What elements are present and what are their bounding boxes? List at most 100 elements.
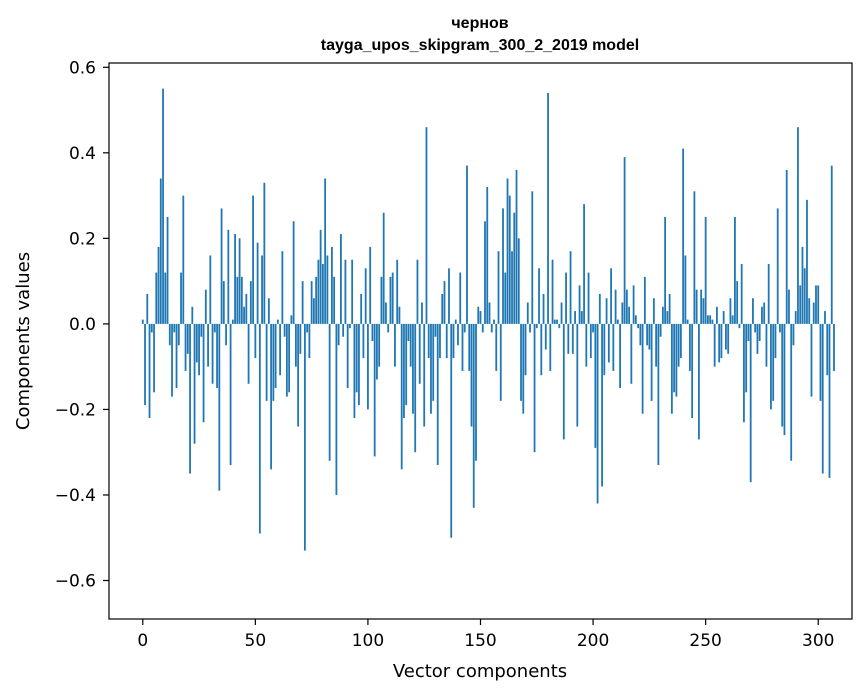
bar-260 — [727, 323, 730, 354]
bar-211 — [616, 319, 619, 324]
bar-258 — [722, 311, 725, 324]
bar-127 — [427, 323, 430, 359]
bar-24 — [195, 323, 198, 363]
bar-224 — [646, 323, 649, 346]
y-tick-label: 0.0 — [69, 315, 96, 335]
bar-222 — [641, 323, 644, 414]
bar-210 — [614, 289, 617, 324]
bar-72 — [303, 323, 306, 551]
bar-166 — [515, 169, 518, 324]
bar-75 — [310, 281, 313, 324]
bar-64 — [285, 323, 288, 397]
bar-160 — [502, 208, 504, 324]
bar-40 — [231, 319, 234, 324]
bar-184 — [556, 319, 558, 324]
bar-3 — [148, 323, 151, 418]
bar-172 — [529, 323, 531, 333]
bar-136 — [448, 268, 450, 324]
bar-267 — [743, 323, 745, 423]
bar-68 — [294, 323, 297, 367]
bar-241 — [684, 255, 687, 324]
bar-248 — [700, 289, 703, 324]
bar-45 — [243, 306, 245, 324]
y-tick-label: −0.2 — [55, 400, 96, 420]
bar-10 — [164, 272, 167, 324]
x-axis-ticks: 0 50 100 150 200 250 300 — [137, 619, 834, 651]
bar-239 — [679, 323, 682, 359]
bar-198 — [587, 272, 590, 324]
bar-285 — [783, 323, 786, 436]
bar-175 — [535, 323, 538, 329]
bar-22 — [191, 306, 194, 324]
bar-132 — [439, 323, 441, 359]
bar-81 — [324, 178, 327, 324]
bar-101 — [369, 246, 372, 324]
bar-42 — [236, 276, 239, 324]
bar-99 — [364, 268, 367, 324]
bar-294 — [803, 268, 806, 324]
bar-52 — [258, 323, 261, 534]
bar-146 — [470, 323, 473, 427]
bar-301 — [819, 323, 822, 401]
bar-139 — [454, 319, 457, 324]
bar-253 — [711, 319, 714, 324]
bar-179 — [544, 323, 547, 350]
bar-177 — [540, 323, 543, 376]
y-tick-label: 0.4 — [69, 144, 96, 164]
bar-143 — [463, 323, 466, 333]
bar-87 — [337, 323, 340, 346]
bar-151 — [481, 323, 484, 333]
bar-86 — [335, 323, 338, 495]
bar-220 — [637, 323, 640, 329]
bar-142 — [461, 323, 464, 371]
bar-183 — [553, 319, 556, 324]
bar-141 — [459, 272, 462, 324]
bar-113 — [396, 259, 399, 324]
bar-255 — [716, 306, 718, 324]
bar-181 — [549, 323, 552, 371]
bar-59 — [274, 323, 277, 389]
bar-12 — [168, 323, 171, 346]
bar-297 — [810, 323, 813, 397]
bar-261 — [729, 298, 732, 324]
bar-100 — [367, 323, 369, 410]
bar-147 — [472, 323, 475, 508]
bar-163 — [508, 195, 511, 324]
bar-71 — [301, 281, 304, 324]
bar-131 — [436, 323, 439, 466]
bar-303 — [824, 311, 826, 324]
bar-205 — [603, 323, 606, 376]
bar-11 — [166, 216, 169, 324]
bar-27 — [202, 323, 205, 423]
bar-178 — [542, 293, 545, 324]
bar-85 — [333, 276, 336, 324]
bar-266 — [740, 264, 743, 324]
bar-138 — [452, 323, 455, 359]
bar-283 — [779, 323, 781, 333]
bar-33 — [216, 323, 218, 389]
bar-170 — [524, 323, 527, 376]
bar-186 — [560, 302, 563, 324]
bar-63 — [283, 323, 286, 337]
bar-169 — [522, 323, 525, 414]
bar-250 — [704, 216, 707, 324]
bar-252 — [709, 315, 712, 324]
bar-281 — [774, 323, 777, 359]
x-tick-label: 300 — [802, 631, 834, 651]
bar-307 — [833, 323, 835, 371]
bar-299 — [815, 285, 817, 324]
bar-38 — [227, 229, 230, 324]
bar-173 — [531, 191, 534, 324]
bar-259 — [725, 323, 727, 350]
bar-171 — [526, 302, 529, 324]
bar-84 — [331, 246, 333, 324]
x-tick-label: 50 — [245, 631, 267, 651]
bar-137 — [450, 323, 453, 538]
bar-202 — [596, 323, 599, 504]
bar-107 — [382, 212, 385, 324]
bar-269 — [747, 323, 750, 341]
bar-32 — [213, 323, 216, 333]
bar-28 — [204, 289, 207, 324]
bar-115 — [400, 323, 403, 470]
bar-290 — [794, 311, 797, 324]
